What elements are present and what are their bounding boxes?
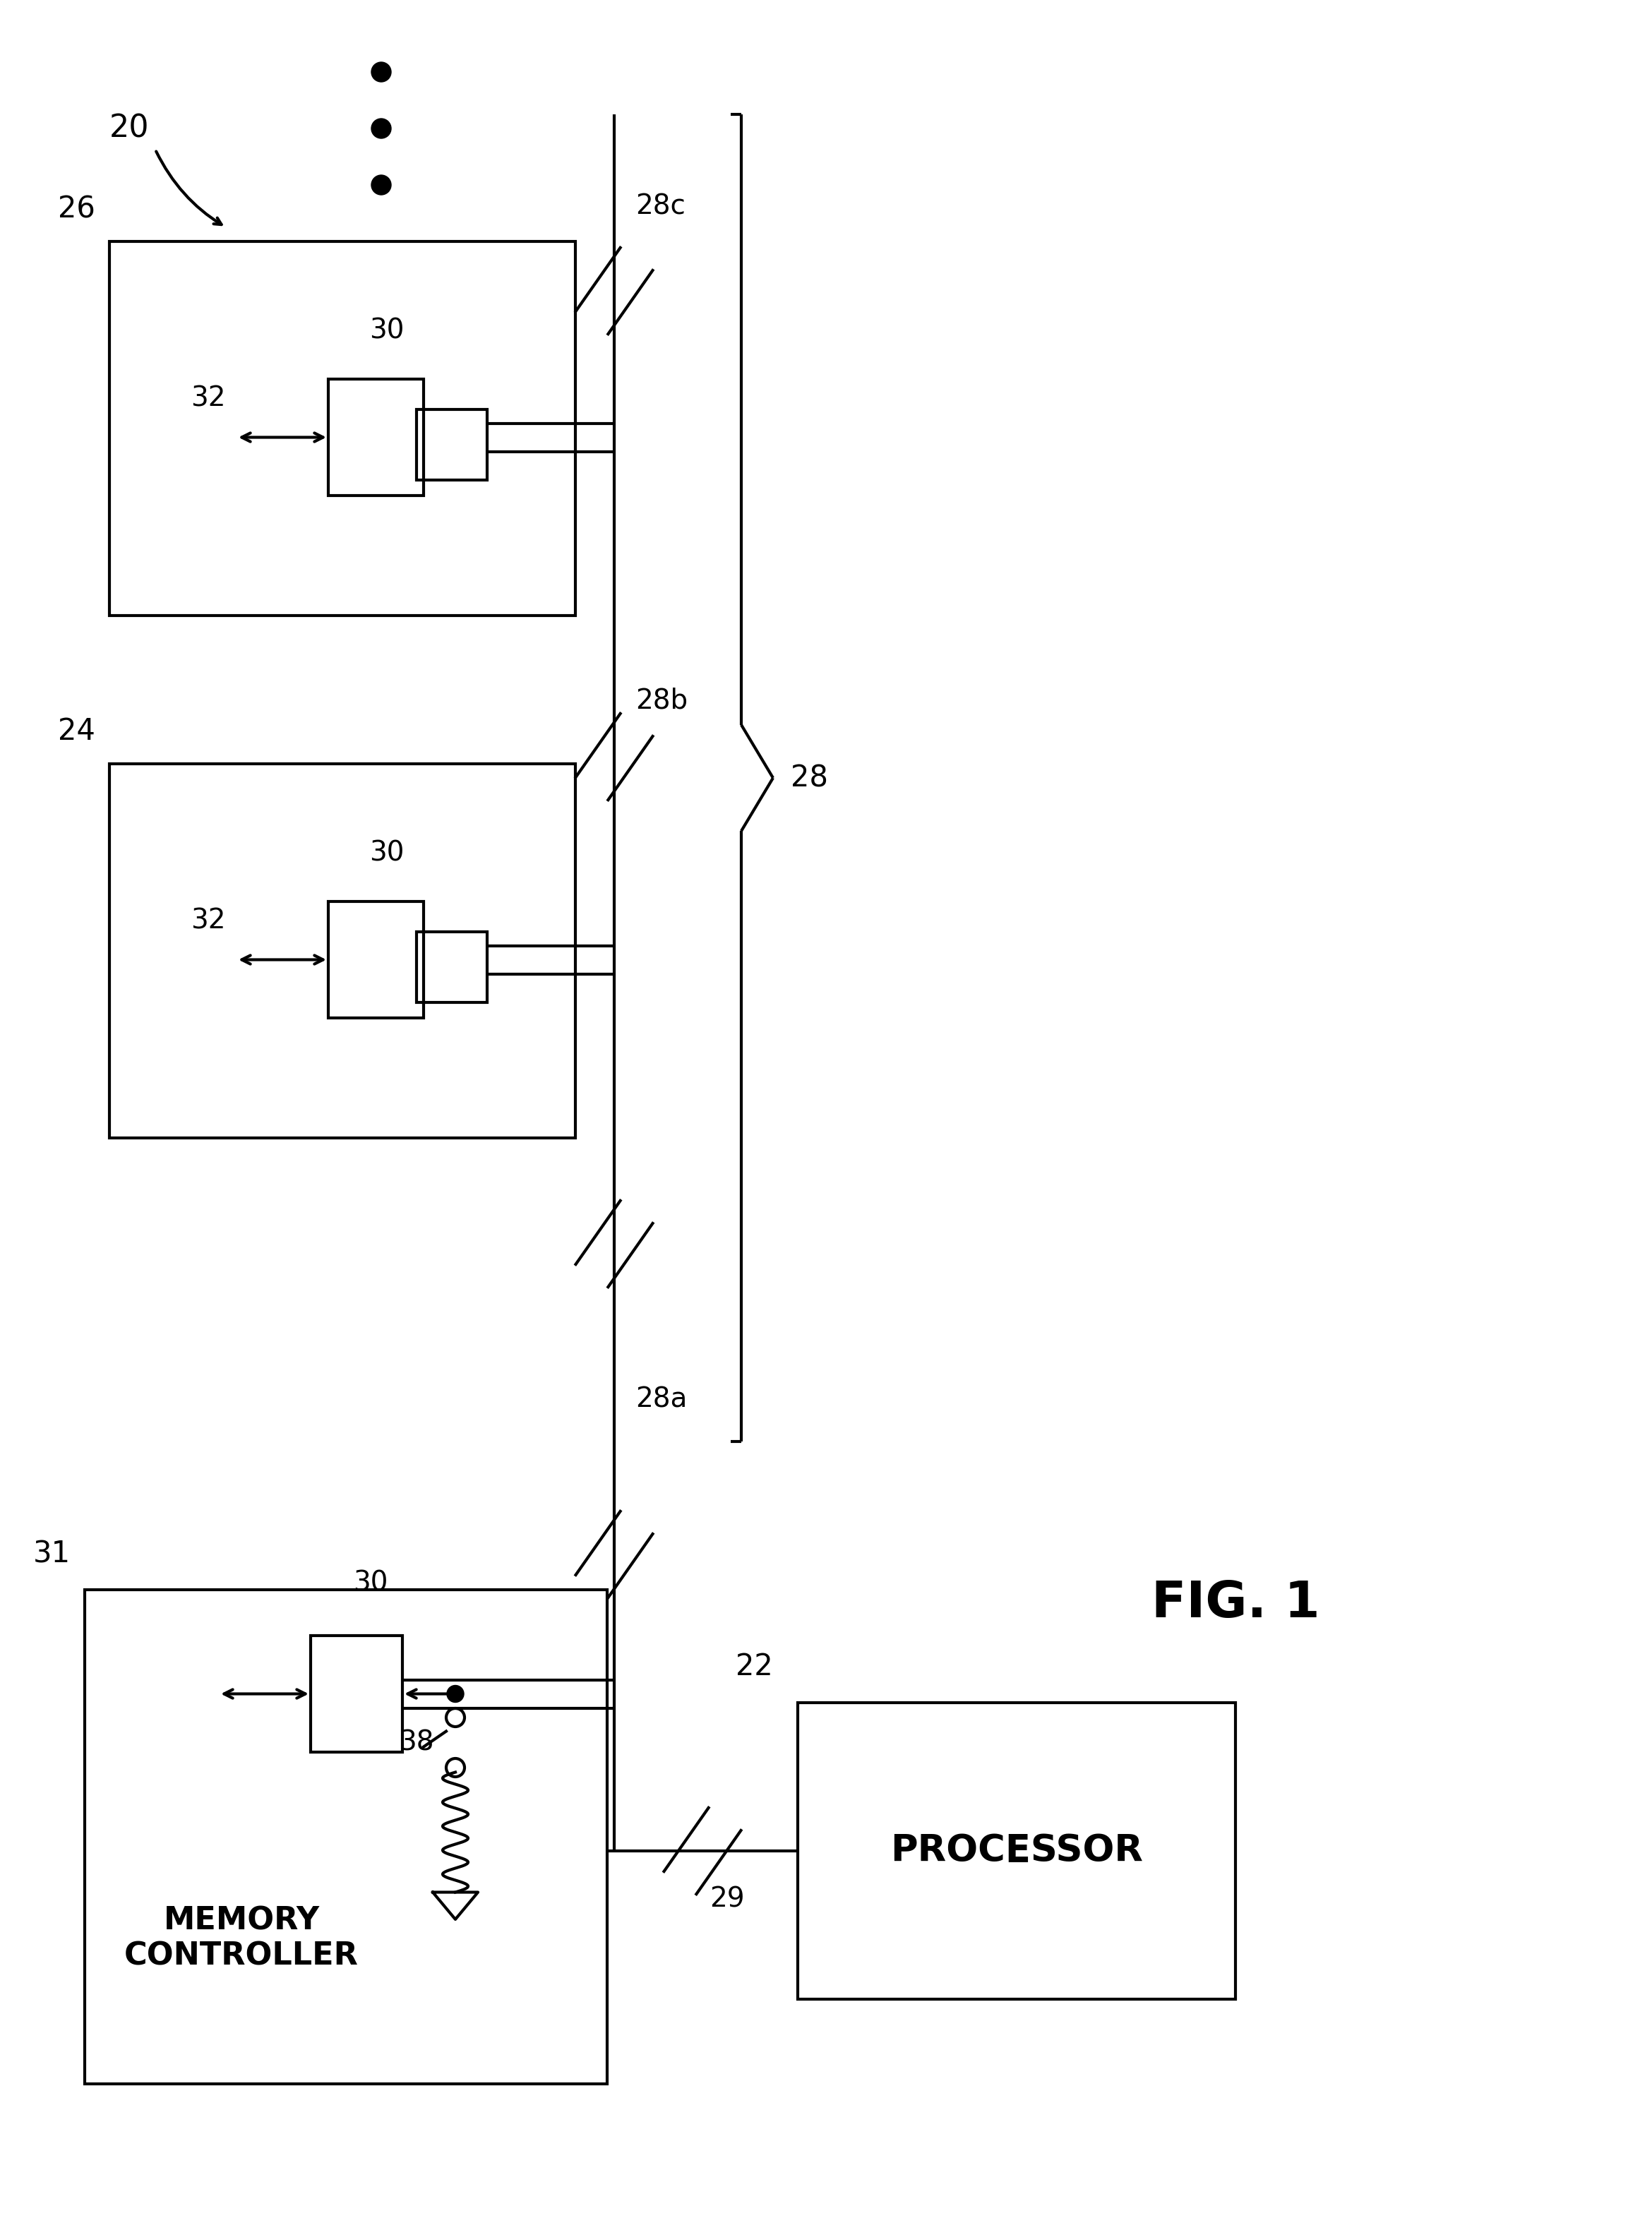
Text: 28a: 28a — [636, 1386, 687, 1413]
Text: FIG. 1: FIG. 1 — [1151, 1579, 1320, 1628]
Text: 20: 20 — [109, 113, 149, 144]
Circle shape — [448, 1686, 464, 1703]
Bar — [109, 242, 575, 617]
Circle shape — [372, 118, 392, 138]
Bar — [798, 1703, 1236, 1998]
Bar — [416, 408, 487, 479]
Text: 32: 32 — [192, 386, 226, 413]
Text: 30: 30 — [368, 317, 405, 344]
Text: 32: 32 — [192, 907, 226, 934]
Bar — [311, 1635, 403, 1752]
Bar — [416, 932, 487, 1003]
Text: 22: 22 — [735, 1652, 773, 1681]
Bar — [329, 379, 423, 495]
Text: 28: 28 — [791, 763, 828, 792]
Bar — [84, 1590, 608, 2085]
Text: 28c: 28c — [636, 193, 686, 220]
Text: PROCESSOR: PROCESSOR — [890, 1832, 1143, 1870]
Text: 29: 29 — [709, 1885, 745, 1914]
Text: 30: 30 — [368, 838, 405, 867]
Bar — [109, 763, 575, 1138]
Text: 30: 30 — [354, 1570, 388, 1597]
Circle shape — [372, 62, 392, 82]
Text: 28b: 28b — [636, 688, 687, 714]
Text: MEMORY
CONTROLLER: MEMORY CONTROLLER — [124, 1905, 358, 1972]
Text: 31: 31 — [33, 1539, 71, 1568]
Circle shape — [372, 175, 392, 195]
Text: 24: 24 — [58, 716, 96, 745]
Text: 38: 38 — [400, 1730, 434, 1757]
Text: 26: 26 — [58, 195, 96, 224]
Bar — [329, 901, 423, 1018]
